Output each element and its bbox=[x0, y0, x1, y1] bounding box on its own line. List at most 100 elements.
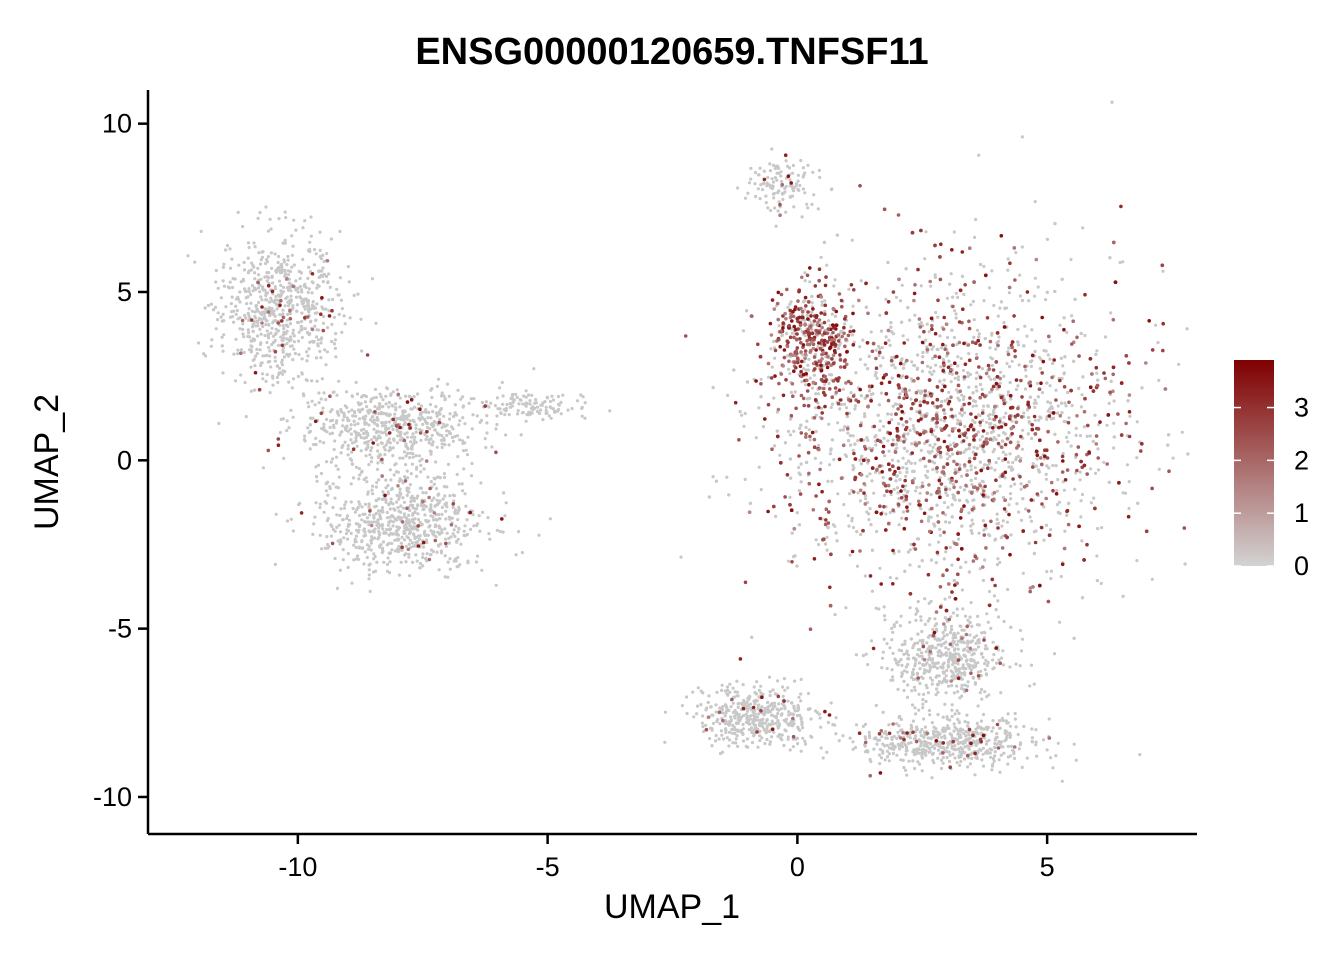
cell-point bbox=[863, 497, 868, 501]
cell-point bbox=[908, 502, 912, 506]
cell-point bbox=[258, 283, 262, 287]
cell-point bbox=[1060, 277, 1064, 281]
cell-point bbox=[1015, 502, 1019, 506]
cell-point bbox=[384, 433, 389, 437]
cell-point bbox=[880, 346, 884, 350]
cell-point bbox=[273, 355, 277, 359]
cell-point bbox=[900, 283, 904, 287]
cell-point bbox=[714, 703, 718, 707]
cell-point bbox=[824, 542, 828, 546]
cell-point bbox=[253, 271, 257, 275]
cell-point bbox=[193, 260, 197, 264]
cell-point bbox=[1045, 290, 1049, 294]
cell-point bbox=[849, 325, 853, 329]
cell-point bbox=[369, 460, 373, 464]
cell-point bbox=[836, 421, 840, 425]
cell-point bbox=[800, 723, 804, 727]
cell-point bbox=[738, 410, 742, 414]
cell-point bbox=[396, 538, 400, 542]
cell-point bbox=[440, 528, 444, 532]
cell-point bbox=[825, 263, 829, 267]
cell-point bbox=[772, 191, 777, 196]
cell-point bbox=[915, 671, 920, 676]
cell-point bbox=[725, 475, 729, 479]
cell-point bbox=[450, 435, 454, 440]
cell-point bbox=[310, 291, 314, 295]
cell-point bbox=[966, 721, 970, 725]
cell-point bbox=[1065, 513, 1069, 518]
cell-point bbox=[918, 667, 922, 671]
cell-point bbox=[943, 513, 948, 517]
cell-point bbox=[766, 700, 770, 705]
cell-point bbox=[333, 556, 337, 561]
cell-point bbox=[876, 413, 880, 417]
cell-point bbox=[268, 391, 272, 395]
cell-point bbox=[853, 404, 858, 408]
cell-point bbox=[1006, 257, 1010, 261]
cell-point bbox=[955, 342, 959, 347]
cell-point bbox=[553, 410, 557, 414]
cell-point bbox=[431, 532, 435, 536]
cell-point bbox=[830, 312, 834, 316]
cell-point bbox=[445, 433, 449, 437]
cell-point bbox=[992, 594, 997, 598]
cell-point bbox=[356, 505, 360, 509]
cell-point bbox=[369, 449, 373, 453]
cell-point bbox=[972, 335, 976, 339]
cell-point bbox=[302, 394, 306, 398]
cell-point bbox=[983, 337, 987, 341]
cell-point bbox=[799, 462, 803, 466]
cell-point bbox=[1001, 495, 1006, 500]
cell-point bbox=[402, 423, 406, 427]
cell-point bbox=[1028, 421, 1032, 425]
cell-point bbox=[832, 284, 836, 288]
cell-point bbox=[897, 496, 901, 501]
cell-point bbox=[548, 405, 552, 409]
cell-point bbox=[904, 484, 908, 488]
cell-point bbox=[351, 476, 356, 480]
cell-point bbox=[439, 542, 443, 546]
cell-point bbox=[242, 335, 246, 339]
cell-point bbox=[1054, 464, 1058, 468]
cell-point bbox=[1017, 747, 1021, 751]
cell-point bbox=[773, 692, 778, 696]
cell-point bbox=[883, 758, 887, 762]
cell-point bbox=[996, 557, 1000, 561]
cell-point bbox=[756, 745, 760, 749]
cell-point bbox=[743, 196, 748, 200]
cell-point bbox=[984, 658, 988, 662]
cell-point bbox=[261, 310, 265, 314]
cell-point bbox=[962, 488, 967, 492]
cell-point bbox=[1044, 298, 1048, 302]
cell-point bbox=[323, 348, 327, 352]
cell-point bbox=[287, 426, 291, 430]
cell-point bbox=[404, 442, 408, 446]
cell-point bbox=[402, 450, 407, 454]
cell-point bbox=[265, 373, 269, 377]
cell-point bbox=[918, 458, 922, 462]
cell-point bbox=[809, 734, 813, 739]
cell-point bbox=[983, 662, 987, 666]
cell-point bbox=[206, 303, 210, 308]
cell-point bbox=[925, 641, 929, 645]
cell-point bbox=[277, 254, 281, 259]
cell-point bbox=[981, 712, 986, 717]
cell-point bbox=[978, 567, 982, 571]
cell-point bbox=[906, 306, 910, 310]
cell-point bbox=[257, 300, 261, 305]
cell-point bbox=[924, 230, 928, 234]
cell-point bbox=[393, 463, 397, 467]
cell-point bbox=[1010, 419, 1014, 423]
cell-point bbox=[978, 460, 983, 464]
cell-point bbox=[426, 416, 430, 420]
cell-point bbox=[317, 284, 321, 288]
cell-point bbox=[714, 479, 719, 483]
cell-point bbox=[414, 426, 418, 430]
cell-point bbox=[1039, 357, 1043, 361]
cell-point bbox=[401, 506, 406, 510]
cell-point bbox=[1109, 379, 1113, 383]
cell-point bbox=[455, 472, 459, 477]
cell-point bbox=[956, 647, 960, 651]
cell-point bbox=[908, 417, 912, 421]
cell-point bbox=[234, 337, 238, 341]
